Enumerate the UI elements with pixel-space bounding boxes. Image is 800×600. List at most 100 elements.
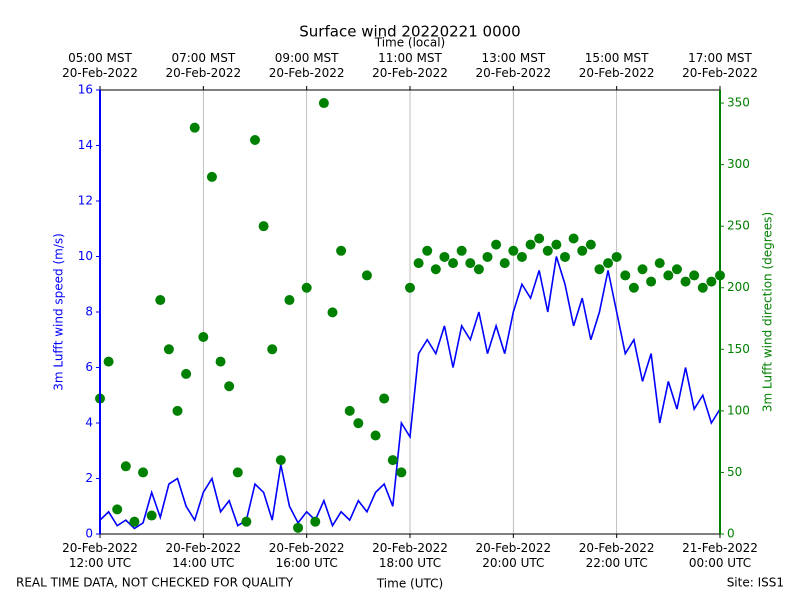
x2-tick-label: 15:00 MST 20-Feb-2022	[578, 51, 655, 80]
direction-point	[310, 516, 321, 527]
direction-point	[706, 276, 717, 287]
direction-point	[456, 245, 467, 256]
direction-point	[671, 264, 682, 275]
y2-tick-label: 350	[727, 96, 750, 110]
direction-point	[224, 381, 235, 392]
x2-tick-label: 11:00 MST 20-Feb-2022	[372, 51, 448, 80]
y-tick-label: 14	[78, 138, 93, 152]
direction-point	[146, 510, 157, 521]
direction-point	[396, 467, 407, 478]
direction-point	[241, 516, 252, 527]
x2-tick-label: 13:00 MST 20-Feb-2022	[475, 51, 552, 80]
x2-tick-label: 17:00 MST 20-Feb-2022	[682, 51, 758, 80]
direction-point	[482, 251, 493, 262]
y-tick-label: 4	[85, 416, 93, 430]
direction-point	[516, 251, 527, 262]
direction-point	[387, 455, 398, 466]
footer-left: REAL TIME DATA, NOT CHECKED FOR QUALITY	[16, 576, 294, 590]
direction-point	[336, 245, 347, 256]
y2-tick-label: 150	[727, 342, 750, 356]
direction-point	[189, 122, 200, 133]
direction-point	[620, 270, 631, 281]
direction-point	[448, 258, 459, 269]
direction-point	[163, 344, 174, 355]
x-tick-label: 20-Feb-2022 14:00 UTC	[165, 541, 242, 570]
direction-point	[370, 430, 381, 441]
direction-point	[680, 276, 691, 287]
direction-point	[508, 245, 519, 256]
direction-point	[499, 258, 510, 269]
direction-point	[181, 368, 192, 379]
direction-point	[112, 504, 123, 515]
y-tick-label: 10	[78, 249, 93, 263]
direction-point	[293, 522, 304, 533]
direction-point	[697, 282, 708, 293]
direction-point	[267, 344, 278, 355]
direction-point	[344, 405, 355, 416]
direction-point	[413, 258, 424, 269]
direction-point	[646, 276, 657, 287]
direction-point	[534, 233, 545, 244]
direction-point	[637, 264, 648, 275]
direction-point	[628, 282, 639, 293]
direction-point	[663, 270, 674, 281]
direction-point	[155, 295, 166, 306]
y2-tick-label: 50	[727, 465, 742, 479]
direction-point	[603, 258, 614, 269]
x-axis-label: Time (UTC)	[376, 577, 443, 591]
direction-point	[473, 264, 484, 275]
x-tick-label: 21-Feb-2022 00:00 UTC	[682, 541, 758, 570]
direction-point	[318, 98, 329, 109]
direction-point	[422, 245, 433, 256]
direction-point	[542, 245, 553, 256]
direction-point	[172, 405, 183, 416]
y2-tick-label: 100	[727, 403, 750, 417]
direction-point	[577, 245, 588, 256]
direction-point	[120, 461, 131, 472]
x-tick-label: 20-Feb-2022 16:00 UTC	[268, 541, 345, 570]
x-tick-label: 20-Feb-2022 12:00 UTC	[62, 541, 138, 570]
x-tick-label: 20-Feb-2022 18:00 UTC	[372, 541, 448, 570]
direction-point	[525, 239, 536, 250]
y-tick-label: 12	[78, 194, 93, 208]
y-tick-label: 0	[85, 527, 93, 541]
direction-point	[206, 171, 217, 182]
direction-point	[361, 270, 372, 281]
x2-tick-label: 09:00 MST 20-Feb-2022	[268, 51, 345, 80]
direction-point	[491, 239, 502, 250]
direction-point	[275, 455, 286, 466]
y2-tick-label: 200	[727, 280, 750, 294]
direction-point	[103, 356, 114, 367]
direction-point	[327, 307, 338, 318]
direction-point	[465, 258, 476, 269]
y-tick-label: 8	[85, 305, 93, 319]
direction-point	[611, 251, 622, 262]
x-tick-label: 20-Feb-2022 22:00 UTC	[578, 541, 655, 570]
direction-point	[258, 221, 269, 232]
x-tick-label: 20-Feb-2022 20:00 UTC	[475, 541, 552, 570]
y-tick-label: 16	[78, 83, 93, 97]
direction-point	[594, 264, 605, 275]
y2-tick-label: 300	[727, 157, 750, 171]
direction-point	[689, 270, 700, 281]
y-tick-label: 6	[85, 360, 93, 374]
direction-point	[138, 467, 149, 478]
speed-line	[99, 256, 721, 530]
y2-axis-label: 3m Lufft wind direction (degrees)	[761, 212, 775, 412]
direction-point	[430, 264, 441, 275]
direction-point	[585, 239, 596, 250]
footer-right: Site: ISS1	[727, 576, 784, 590]
direction-point	[379, 393, 390, 404]
chart-title: Surface wind 20220221 0000	[299, 23, 520, 41]
x2-tick-label: 07:00 MST 20-Feb-2022	[165, 51, 242, 80]
direction-point	[250, 134, 260, 145]
direction-point	[551, 239, 562, 250]
y2-tick-label: 0	[727, 527, 735, 541]
direction-point	[232, 467, 243, 478]
top-axis-label: Time (local)	[374, 36, 446, 50]
direction-point	[560, 251, 570, 262]
direction-point	[654, 258, 665, 269]
y-axis-label: 3m Lufft wind speed (m/s)	[52, 233, 66, 391]
